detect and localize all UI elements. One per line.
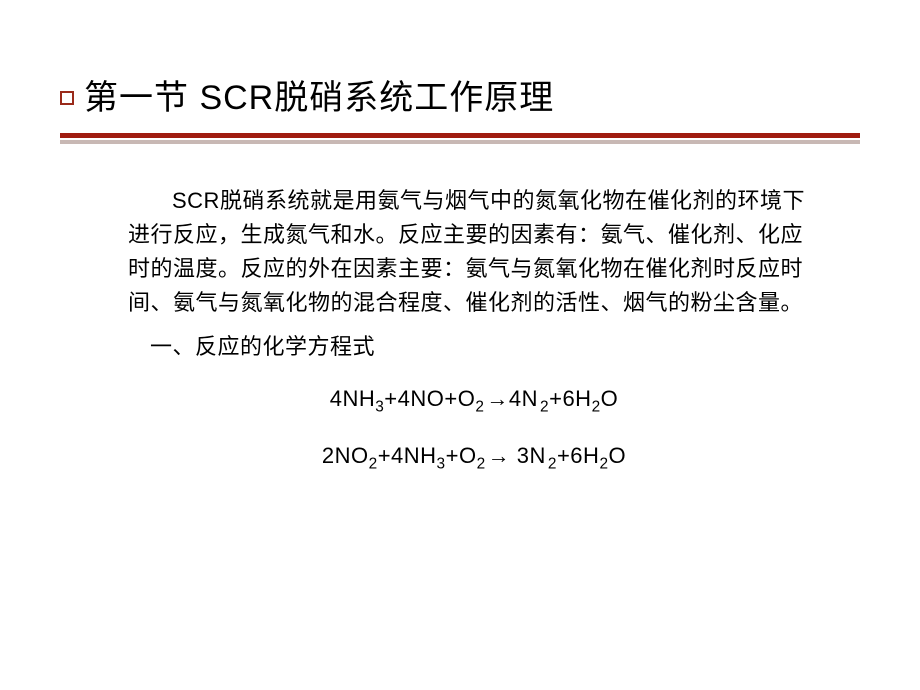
eq1-sub: 2 (475, 399, 484, 416)
eq1-seg: +6H (549, 386, 591, 411)
horizontal-rule (60, 133, 860, 138)
slide: 第一节 SCR脱硝系统工作原理 SCR脱硝系统就是用氨气与烟气中的氮氧化物在催化… (0, 0, 920, 690)
eq2-sub: 2 (599, 456, 608, 473)
sub-heading: 一、反应的化学方程式 (128, 330, 820, 364)
eq2-seg: 2NO (322, 443, 369, 468)
eq2-sub: 3 (437, 456, 446, 473)
eq2-sub: 2 (477, 456, 486, 473)
eq1-sub: 2 (540, 399, 549, 416)
eq1-sub: 3 (375, 399, 384, 416)
equation-block: 4NH3+4NO+O2→4N2+6H2O 2NO2+4NH3+O2 → 3N2+… (128, 382, 820, 472)
eq2-seg: O (609, 443, 627, 468)
equation-1: 4NH3+4NO+O2→4N2+6H2O (128, 382, 820, 415)
equation-2: 2NO2+4NH3+O2 → 3N2+6H2O (128, 439, 820, 472)
eq2-seg: +6H (557, 443, 599, 468)
intro-paragraph: SCR脱硝系统就是用氨气与烟气中的氮氧化物在催化剂的环境下进行反应，生成氮气和水… (128, 184, 820, 320)
eq2-sub: 2 (548, 456, 557, 473)
eq2-seg: +O (446, 443, 477, 468)
eq2-sub: 2 (369, 456, 378, 473)
eq1-seg: +4NO+O (384, 386, 475, 411)
eq1-seg: 4NH (330, 386, 376, 411)
arrow-icon: →4N (484, 382, 540, 415)
horizontal-rule-shadow (60, 140, 860, 144)
title-row: 第一节 SCR脱硝系统工作原理 (60, 70, 860, 119)
eq1-sub: 2 (592, 399, 601, 416)
eq1-seg: O (601, 386, 619, 411)
slide-title: 第一节 SCR脱硝系统工作原理 (84, 70, 554, 119)
arrow-icon: → 3N (486, 439, 548, 472)
square-bullet-icon (60, 91, 74, 105)
body-block: SCR脱硝系统就是用氨气与烟气中的氮氧化物在催化剂的环境下进行反应，生成氮气和水… (60, 184, 860, 472)
eq2-seg: +4NH (378, 443, 437, 468)
